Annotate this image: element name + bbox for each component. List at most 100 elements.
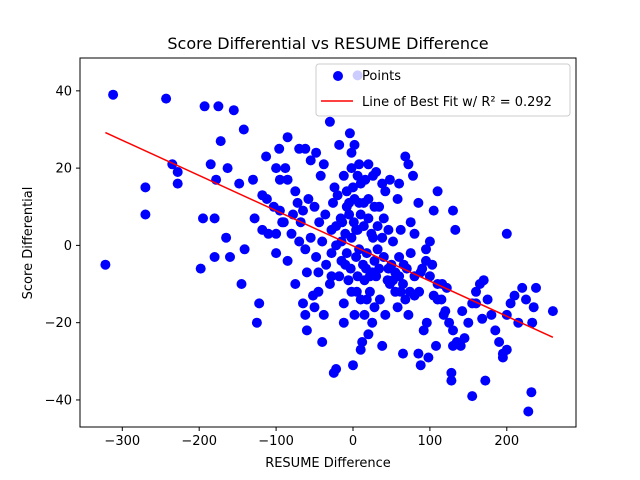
data-point [341,248,352,259]
data-point [234,178,245,189]
data-point [225,252,235,262]
data-point [413,197,424,208]
data-point [448,340,458,351]
data-point [161,93,172,104]
data-point [280,163,291,174]
data-point [298,205,308,216]
data-point [301,267,312,278]
data-point [195,263,206,274]
data-point [405,217,416,228]
data-point [450,224,461,235]
legend-label-points: Points [362,69,401,84]
y-tick-label: 0 [64,239,72,254]
data-point [198,213,208,224]
data-point [395,224,406,235]
data-point [324,116,335,127]
data-point [477,313,488,324]
data-point [418,325,429,336]
data-point [423,352,434,363]
data-point [311,252,322,262]
data-point [494,337,505,347]
data-point [222,163,233,174]
data-point [344,128,355,139]
y-tick-label: 20 [55,162,72,177]
data-point [257,224,268,235]
data-point [392,194,403,204]
data-point [486,309,497,320]
data-point [471,286,481,297]
data-point [383,224,394,235]
data-point [403,309,414,320]
data-point [374,201,385,212]
data-point [378,213,389,224]
data-point [326,271,337,282]
data-point [344,209,355,220]
data-point [431,340,441,351]
chart-title: Score Differential vs RESUME Difference [167,34,488,53]
data-point [427,259,438,270]
data-point [343,275,354,286]
data-point [383,263,394,274]
data-point [331,364,342,374]
data-point [497,352,508,363]
data-point [526,387,537,398]
data-point [251,317,262,328]
data-point [394,271,405,282]
data-point [369,255,380,266]
data-point [290,279,301,289]
data-point [400,294,411,305]
data-point [346,232,357,243]
data-point [363,159,374,170]
x-axis-ticks: −300 −200 −100 0 100 200 [104,427,519,449]
data-point [274,174,285,185]
data-point [346,163,357,174]
data-point [527,317,538,328]
data-point [298,298,308,309]
data-point [531,282,541,293]
data-point [372,221,383,232]
data-point [358,221,369,232]
data-point [282,132,293,143]
data-point [274,143,285,154]
data-point [448,325,458,336]
data-point [100,259,111,270]
data-point [344,197,355,208]
data-point [321,259,332,270]
data-point [364,286,375,297]
x-axis-label: RESUME Difference [265,456,391,471]
legend-box [315,63,571,117]
data-point [348,182,358,193]
data-point [377,340,388,351]
data-point [172,167,183,177]
data-point [300,244,311,255]
data-point [363,194,374,204]
data-point [432,294,443,305]
data-point [478,275,489,286]
data-point [359,275,370,286]
data-point [363,213,374,224]
data-point [349,309,360,320]
data-point [398,279,408,289]
data-point [428,205,439,216]
data-point [421,317,432,328]
data-point [384,174,395,185]
data-point [315,170,326,181]
data-point [346,147,357,158]
data-point [332,190,343,201]
data-point [213,101,224,112]
data-point [509,290,520,301]
data-point [326,248,337,259]
data-point [308,290,318,301]
data-point [480,375,491,386]
data-point [380,309,391,320]
data-point [398,348,408,359]
x-tick-label: −200 [181,434,217,449]
data-point [318,309,329,320]
data-point [209,252,220,262]
data-point [444,317,455,328]
data-point [305,232,316,243]
data-point [459,333,470,344]
legend-label-fit-line: Line of Best Fit w/ R² = 0.292 [362,95,552,110]
data-point [413,348,424,359]
